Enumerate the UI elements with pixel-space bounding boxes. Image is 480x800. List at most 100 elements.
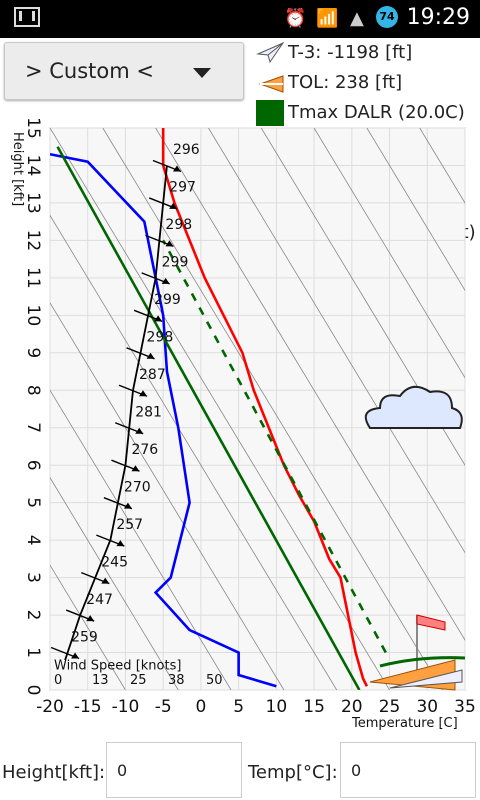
legend-label: TOL: 238 [ft] — [288, 72, 403, 93]
wind-barb-head — [123, 502, 132, 509]
paper-plane-icon — [256, 40, 285, 66]
y-axis-label: Height [kft] — [10, 132, 25, 206]
adiabat-line — [102, 128, 443, 690]
y-tick-label: 10 — [23, 305, 43, 327]
wind-speed-tick: 25 — [130, 673, 147, 688]
series-line — [161, 128, 369, 687]
wind-speed-title: Wind Speed [knots] — [54, 658, 181, 673]
adiabat-line — [50, 389, 232, 690]
series-group — [50, 128, 387, 690]
adiabat-line — [50, 564, 126, 690]
adiabat-line — [50, 214, 338, 690]
wind-speed-tick: 0 — [54, 673, 62, 688]
status-bar: ⏰ 📶 ▲ 74 19:29 — [0, 0, 480, 38]
x-axis-label: Temperature [C] — [351, 716, 458, 731]
wind-direction-label: 299 — [162, 255, 189, 271]
chevron-down-icon — [193, 68, 211, 78]
series-line — [56, 146, 361, 690]
wind-speed-tick: 38 — [168, 673, 185, 688]
temp-label: Temp[°C]: — [248, 762, 338, 783]
dropdown-selected-label: > Custom < — [25, 59, 154, 83]
wind-direction-label: 245 — [101, 554, 128, 570]
ground-level-line — [379, 656, 466, 668]
y-tick-label: 9 — [23, 347, 43, 358]
x-tick-label: -20 — [36, 697, 64, 717]
wind-barb-head — [135, 427, 144, 434]
glider-icon — [256, 70, 284, 96]
y-tick-label: 5 — [23, 497, 43, 508]
wind-direction-label: 299 — [154, 292, 181, 308]
alarm-icon: ⏰ — [284, 8, 307, 29]
legend-label: Tmax DALR (20.0C) — [288, 102, 465, 123]
wind-barb-head — [139, 390, 147, 397]
adiabat-line — [50, 128, 390, 690]
cloud-icon — [364, 385, 463, 429]
wind-direction-label: 296 — [173, 142, 200, 158]
y-tick-label: 12 — [23, 230, 43, 252]
legend-item: Tmax DALR (20.0C) — [254, 98, 480, 128]
sounding-chart[interactable]: 2592472452572702762812872982992992982972… — [0, 110, 480, 740]
wind-barb-head — [154, 315, 163, 322]
wind-direction-label: 297 — [169, 180, 196, 196]
adiabat-line — [50, 302, 285, 690]
y-tick-label: 3 — [23, 572, 43, 583]
height-label: Height[kft]: — [2, 762, 106, 783]
adiabat-line — [366, 128, 465, 292]
x-tick-label: 15 — [303, 697, 325, 717]
x-tick-label: 5 — [233, 697, 244, 717]
x-tick-label: 25 — [379, 697, 401, 717]
series-line — [162, 239, 387, 654]
battery-icon: 74 — [376, 6, 398, 28]
x-tick-label: -5 — [155, 697, 172, 717]
wind-direction-label: 298 — [147, 330, 174, 346]
profile-dropdown[interactable]: > Custom < — [4, 42, 244, 100]
y-tick-label: 15 — [23, 117, 43, 139]
wind-barb-head — [161, 277, 170, 284]
legend-label: T-3: -1198 [ft] — [288, 42, 413, 63]
y-tick-label: 11 — [23, 267, 43, 289]
y-tick-label: 6 — [23, 460, 43, 471]
wind-speed-tick: 13 — [92, 673, 109, 688]
paper-plane-icon — [389, 669, 463, 689]
gmail-icon — [14, 7, 40, 27]
y-tick-label: 1 — [23, 647, 43, 658]
wind-direction-label: 281 — [135, 404, 162, 420]
y-tick-label: 8 — [23, 385, 43, 396]
wind-direction-label: 276 — [131, 442, 158, 458]
y-tick-label: 7 — [23, 422, 43, 433]
x-tick-label: 0 — [195, 697, 206, 717]
x-tick-label: 35 — [454, 697, 476, 717]
wind-barb-head — [165, 240, 174, 247]
x-tick-label: 20 — [341, 697, 363, 717]
wind-direction-label: 247 — [86, 592, 113, 608]
y-tick-label: 13 — [23, 192, 43, 214]
windsock-icon — [416, 614, 446, 631]
height-input[interactable] — [106, 742, 242, 798]
wind-barb-head — [71, 652, 80, 659]
y-tick-label: 0 — [23, 685, 43, 696]
y-tick-label: 4 — [23, 535, 43, 546]
wind-barb-head — [172, 165, 181, 172]
series-line — [64, 165, 168, 661]
wind-direction-label: 287 — [139, 367, 166, 383]
wind-direction-label: 259 — [71, 629, 98, 645]
wind-barb-head — [131, 465, 140, 472]
adiabat-line — [313, 128, 465, 379]
wind-speed-tick: 50 — [206, 673, 223, 688]
legend-item: T-3: -1198 [ft] — [254, 38, 480, 68]
wind-barb-head — [146, 352, 155, 359]
wind-barb-head — [101, 577, 110, 584]
wind-direction-label: 270 — [124, 479, 151, 495]
wind-barb-head — [86, 615, 95, 622]
wind-barb-head — [116, 540, 125, 547]
legend-item: TOL: 238 [ft] — [254, 68, 480, 98]
temp-input[interactable] — [340, 742, 476, 798]
x-tick-label: 30 — [416, 697, 438, 717]
adiabat-line — [50, 476, 179, 690]
y-tick-label: 14 — [23, 155, 43, 177]
legend-swatch — [256, 100, 284, 126]
x-tick-label: -10 — [112, 697, 140, 717]
wind-direction-label: 298 — [165, 217, 192, 233]
x-tick-label: 10 — [266, 697, 288, 717]
wifi-icon: 📶 — [316, 8, 339, 29]
